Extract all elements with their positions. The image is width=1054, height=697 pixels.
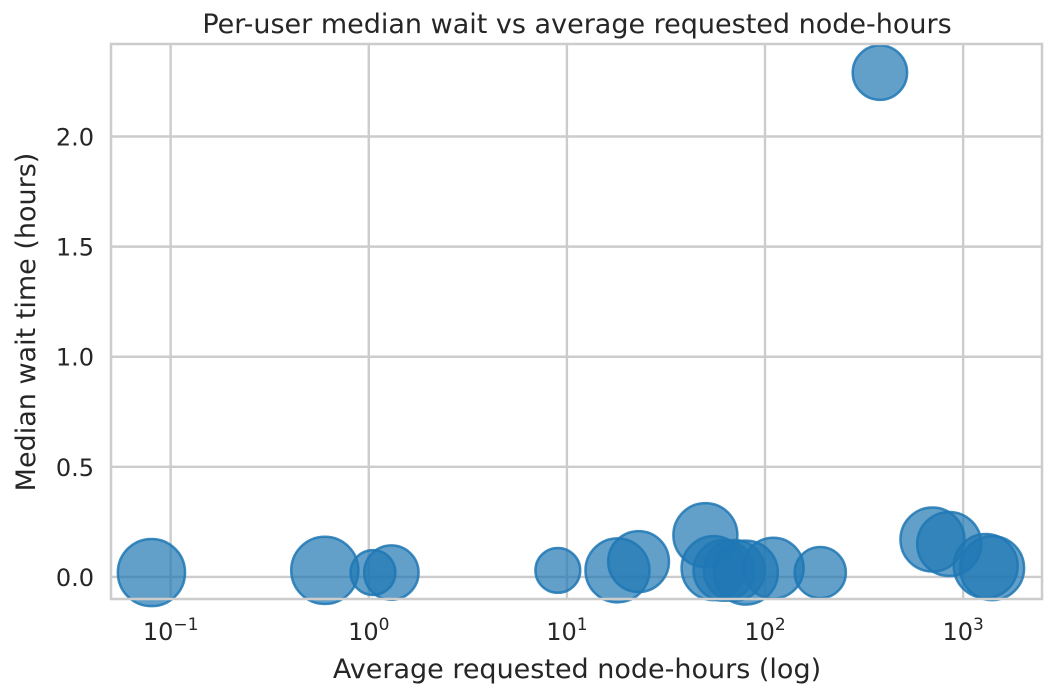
x-tick-label: 10−1 (143, 615, 199, 646)
y-tick-label: 0.0 (56, 564, 94, 592)
x-axis-label: Average requested node-hours (log) (333, 654, 821, 685)
data-point (851, 44, 909, 102)
x-tick-label: 100 (348, 615, 389, 646)
grid-lines (111, 44, 1042, 599)
x-tick-label: 103 (942, 615, 983, 646)
y-axis-label: Median wait time (hours) (11, 153, 42, 492)
data-point (289, 535, 360, 606)
data-point (793, 545, 848, 600)
y-tick-label: 0.5 (56, 454, 94, 482)
y-tick-label: 2.0 (56, 124, 94, 152)
x-tick-label: 102 (744, 615, 785, 646)
data-point (116, 537, 187, 608)
data-point (606, 529, 671, 594)
y-tick-label: 1.5 (56, 234, 94, 262)
y-tick-labels: 0.0 0.5 1.0 1.5 2.0 (56, 124, 94, 592)
data-points (116, 44, 1026, 608)
x-tick-labels: 10−1 100 101 102 103 (143, 615, 984, 646)
chart-title: Per-user median wait vs average requeste… (202, 9, 951, 40)
y-tick-label: 1.0 (56, 344, 94, 372)
data-point (349, 548, 397, 597)
x-tick-label: 101 (546, 615, 587, 646)
data-point (534, 546, 582, 595)
data-point (958, 534, 1026, 602)
plot-frame (109, 42, 1044, 601)
